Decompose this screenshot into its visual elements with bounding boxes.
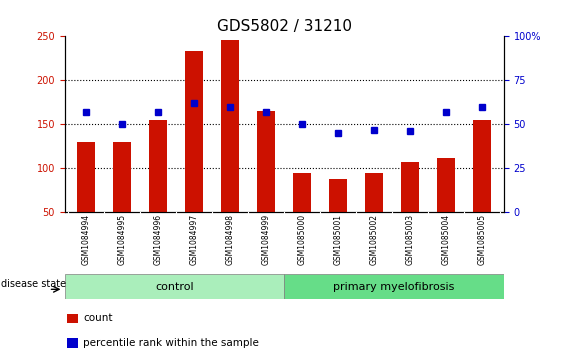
Bar	[77, 142, 95, 256]
Text: GSM1085002: GSM1085002	[370, 213, 379, 265]
Bar	[437, 158, 455, 256]
Text: GSM1084999: GSM1084999	[262, 213, 271, 265]
Bar	[149, 120, 167, 256]
Text: GSM1085004: GSM1085004	[442, 213, 451, 265]
Bar	[185, 51, 203, 256]
Text: control: control	[155, 282, 194, 292]
Bar	[257, 111, 275, 256]
Text: GSM1085005: GSM1085005	[478, 213, 487, 265]
Bar	[68, 338, 78, 348]
Text: disease state: disease state	[1, 279, 66, 289]
Text: percentile rank within the sample: percentile rank within the sample	[83, 338, 259, 348]
FancyBboxPatch shape	[65, 274, 284, 299]
Text: GSM1085000: GSM1085000	[298, 213, 307, 265]
Bar	[401, 162, 419, 256]
Text: count: count	[83, 313, 113, 323]
Text: GSM1084994: GSM1084994	[82, 213, 91, 265]
Text: GSM1085003: GSM1085003	[406, 213, 415, 265]
Bar	[68, 314, 78, 323]
Text: GSM1084997: GSM1084997	[190, 213, 199, 265]
Text: GSM1084995: GSM1084995	[118, 213, 127, 265]
Text: GSM1085001: GSM1085001	[334, 213, 343, 265]
Bar	[221, 40, 239, 256]
Text: GSM1084996: GSM1084996	[154, 213, 163, 265]
Text: GSM1084998: GSM1084998	[226, 213, 235, 265]
Bar	[113, 142, 131, 256]
Text: primary myelofibrosis: primary myelofibrosis	[333, 282, 455, 292]
FancyBboxPatch shape	[284, 274, 504, 299]
Bar	[473, 120, 491, 256]
Title: GDS5802 / 31210: GDS5802 / 31210	[217, 19, 352, 34]
Bar	[293, 173, 311, 256]
Bar	[365, 173, 383, 256]
Bar	[329, 179, 347, 256]
